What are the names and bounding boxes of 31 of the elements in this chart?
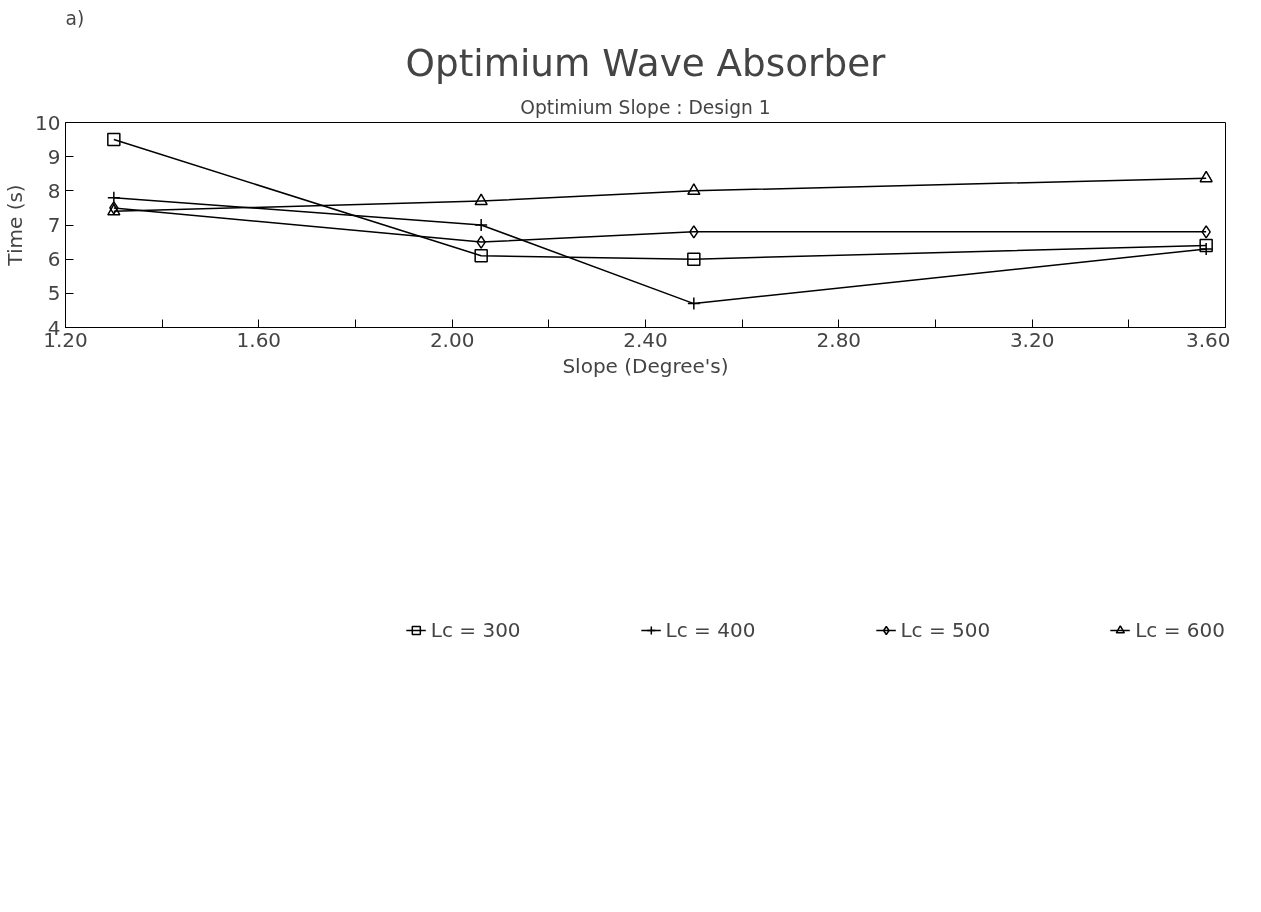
y-tick-label: 7	[47, 213, 61, 237]
y-tick-label: 10	[35, 110, 61, 135]
y-tick-label: 8	[47, 178, 61, 203]
y-tick-label: 9	[47, 144, 61, 169]
x-tick-label: 2.00	[429, 327, 475, 352]
point	[474, 249, 488, 263]
text: a)	[65, 7, 85, 29]
y-axis-title: Time (s)	[3, 184, 28, 267]
y-tick-label: 6	[47, 247, 61, 272]
x-tick-label: 3.60	[1185, 327, 1231, 352]
point	[689, 225, 699, 239]
point	[687, 252, 701, 266]
x-tick-label: 3.20	[1009, 327, 1055, 352]
x-tick-label: 1.60	[236, 327, 282, 352]
point	[476, 235, 486, 249]
legend-label: Lc = 600	[1135, 618, 1225, 642]
point	[687, 183, 701, 196]
point	[107, 132, 121, 147]
legend-label: Lc = 500	[900, 618, 991, 642]
y-tick-label: 5	[47, 281, 61, 306]
point	[474, 193, 488, 206]
point	[1201, 225, 1211, 239]
point	[1199, 238, 1213, 253]
legend-label: Lc = 400	[665, 618, 756, 642]
chart-title: Optimium Wave Absorber	[405, 40, 887, 85]
x-tick-label: 2.80	[816, 327, 862, 352]
legend-label: Lc = 300	[430, 618, 521, 642]
point	[1199, 170, 1213, 183]
x-axis-title: Slope (Degree's)	[562, 353, 729, 378]
x-tick-label: 2.40	[623, 327, 668, 352]
chart-subtitle: Optimium Slope : Design 1	[520, 96, 771, 118]
